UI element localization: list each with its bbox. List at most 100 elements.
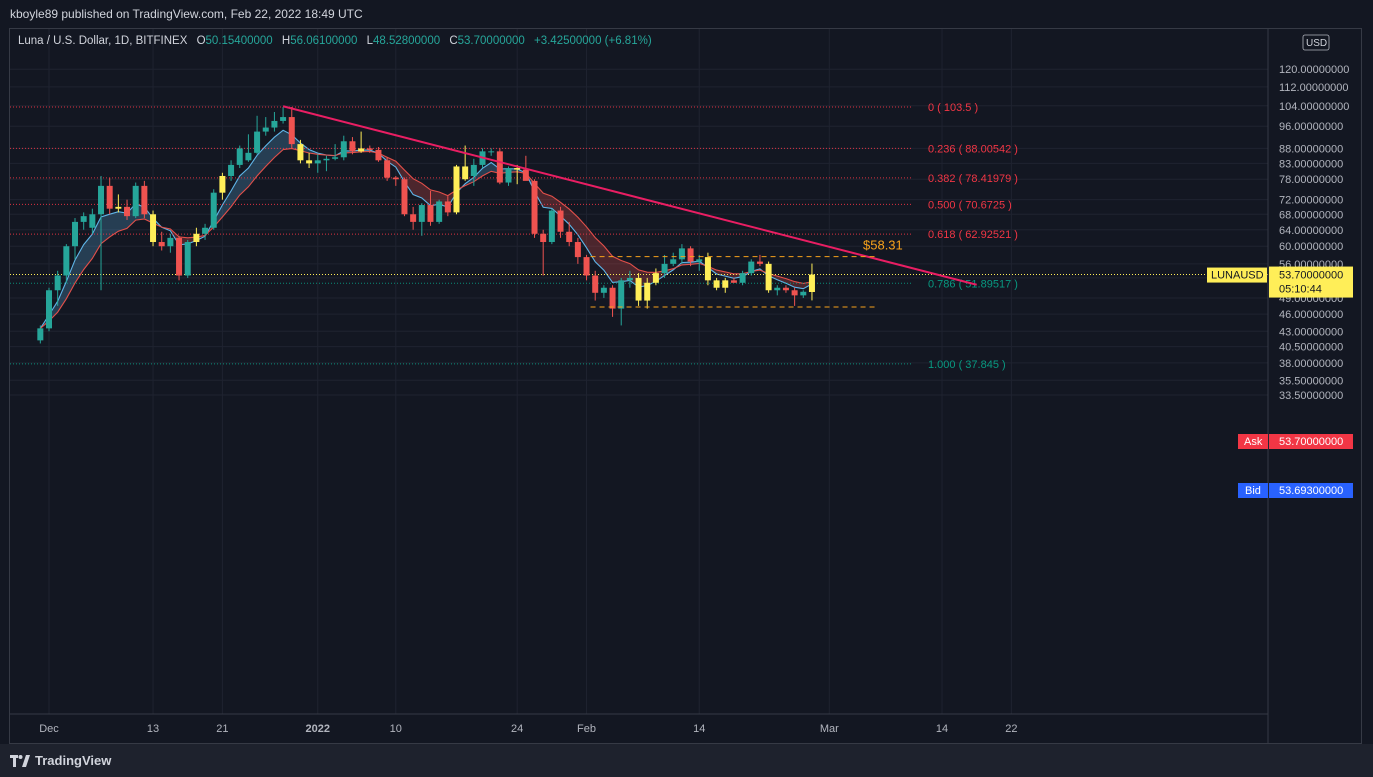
candle bbox=[297, 139, 304, 164]
candle-body bbox=[661, 263, 668, 274]
candle-body bbox=[470, 164, 477, 176]
ask-label: Ask bbox=[1244, 436, 1263, 448]
candle-body bbox=[392, 177, 399, 180]
candle-body bbox=[98, 185, 105, 215]
tradingview-brand: TradingView bbox=[35, 753, 112, 768]
price-tick-label: 83.00000000 bbox=[1279, 158, 1343, 170]
candle-body bbox=[635, 277, 642, 301]
candle bbox=[453, 164, 460, 215]
candle-body bbox=[444, 201, 451, 213]
candle bbox=[574, 237, 581, 264]
candle bbox=[427, 190, 434, 226]
candle-body bbox=[306, 160, 313, 164]
candle bbox=[670, 252, 677, 267]
candle-body bbox=[158, 242, 165, 247]
candle bbox=[392, 175, 399, 186]
candle-body bbox=[176, 237, 183, 276]
candle-body bbox=[670, 259, 677, 264]
candle bbox=[271, 111, 278, 132]
countdown: 05:10:44 bbox=[1279, 284, 1322, 296]
candle bbox=[80, 212, 87, 230]
price-tick-label: 38.00000000 bbox=[1279, 358, 1343, 370]
candle bbox=[748, 259, 755, 276]
symbol-label: LUNAUSD bbox=[1211, 270, 1264, 282]
candle bbox=[219, 172, 226, 200]
price-tick-label: 46.00000000 bbox=[1279, 309, 1343, 321]
candle bbox=[800, 290, 807, 298]
candle bbox=[566, 221, 573, 247]
candle-body bbox=[297, 144, 304, 161]
candle bbox=[72, 218, 79, 260]
candle bbox=[254, 115, 261, 155]
currency-label: USD bbox=[1306, 38, 1327, 49]
candle bbox=[496, 148, 503, 185]
bid-label: Bid bbox=[1245, 485, 1261, 497]
footer-bar: TradingView bbox=[0, 744, 1373, 777]
candle bbox=[288, 107, 295, 149]
candle-body bbox=[592, 275, 599, 293]
candle-body bbox=[626, 277, 633, 281]
candle-body bbox=[522, 169, 529, 181]
candle-body bbox=[652, 273, 659, 283]
candle bbox=[280, 107, 287, 124]
candle-body bbox=[228, 164, 235, 176]
candle bbox=[618, 277, 625, 326]
candle bbox=[332, 144, 339, 161]
price-tick-label: 43.00000000 bbox=[1279, 326, 1343, 338]
candle-body bbox=[401, 179, 408, 215]
candle-body bbox=[566, 231, 573, 243]
candle-body bbox=[436, 201, 443, 222]
candle-body bbox=[583, 257, 590, 276]
candle-body bbox=[600, 287, 607, 293]
candle-body bbox=[384, 160, 391, 178]
candle bbox=[245, 134, 252, 162]
candle-body bbox=[80, 216, 87, 222]
candle-body bbox=[730, 280, 737, 283]
candle bbox=[661, 254, 668, 278]
ask-value: 53.70000000 bbox=[1279, 436, 1343, 448]
candle-body bbox=[505, 168, 512, 183]
fib-level-label: 0 ( 103.5 ) bbox=[928, 102, 978, 114]
candle bbox=[791, 287, 798, 306]
candle bbox=[756, 254, 763, 267]
legend-high-value: 56.06100000 bbox=[290, 35, 358, 47]
candle-body bbox=[184, 242, 191, 276]
candle bbox=[193, 227, 200, 247]
legend-symbol: Luna / U.S. Dollar, 1D, BITFINEX bbox=[18, 35, 188, 47]
candle bbox=[488, 148, 495, 156]
legend-open-value: 50.15400000 bbox=[205, 35, 273, 47]
candle bbox=[358, 131, 365, 153]
legend-low-label: L bbox=[366, 35, 373, 47]
candle bbox=[158, 231, 165, 251]
chart-legend: Luna / U.S. Dollar, 1D, BITFINEX O50.154… bbox=[18, 35, 658, 47]
candle-body bbox=[46, 290, 52, 329]
candle bbox=[176, 235, 183, 281]
candle bbox=[540, 229, 547, 276]
candle-body bbox=[791, 290, 798, 296]
candle bbox=[410, 206, 417, 230]
candle-body bbox=[765, 263, 772, 291]
candle bbox=[583, 254, 590, 281]
tradingview-logo[interactable]: TradingView bbox=[10, 753, 111, 768]
candle-body bbox=[496, 151, 503, 183]
candle-body bbox=[644, 282, 651, 301]
tradingview-logo-icon bbox=[10, 754, 30, 767]
candle-body bbox=[548, 210, 555, 243]
candle bbox=[37, 325, 44, 344]
candle-body bbox=[756, 261, 763, 264]
candle-body bbox=[462, 166, 469, 180]
candle-body bbox=[37, 328, 44, 341]
ema-ribbon-fill bbox=[534, 183, 682, 287]
candle bbox=[306, 152, 313, 169]
candle-body bbox=[774, 287, 781, 291]
candle bbox=[514, 164, 521, 185]
candle bbox=[115, 194, 122, 213]
candle bbox=[531, 179, 538, 238]
candle bbox=[106, 177, 113, 215]
candle-body bbox=[704, 257, 711, 281]
trendline bbox=[282, 105, 977, 286]
candle-body bbox=[748, 261, 755, 274]
candle-body bbox=[349, 141, 356, 152]
candle bbox=[765, 261, 772, 293]
